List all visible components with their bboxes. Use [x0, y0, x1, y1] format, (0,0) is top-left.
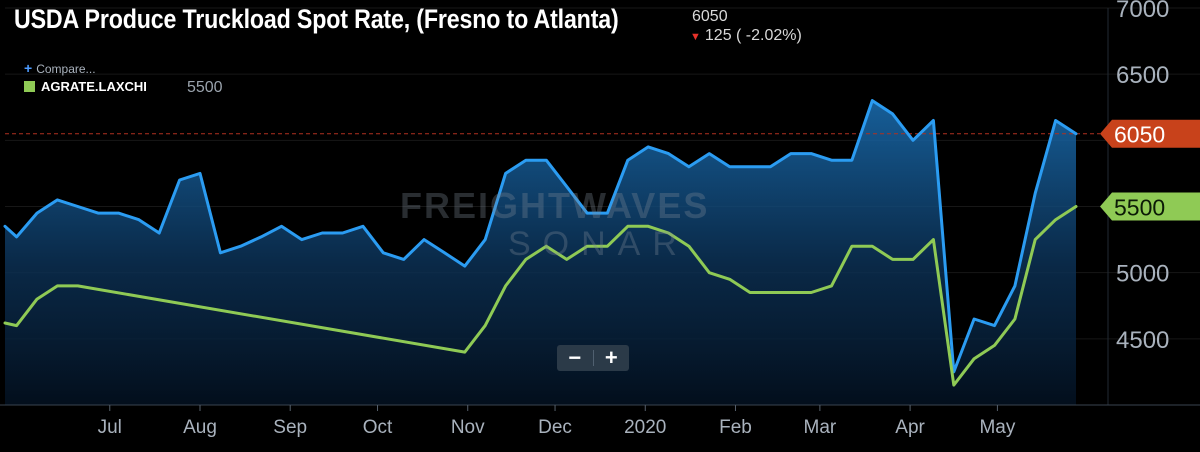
series-area-1 [5, 100, 1076, 405]
x-tick-label: Dec [538, 417, 572, 438]
down-arrow-icon: ▼ [690, 31, 701, 43]
header-last-value: 6050 [692, 8, 728, 25]
plus-icon: + [24, 60, 33, 76]
x-tick-label: Mar [804, 417, 837, 438]
x-tick-label: Feb [719, 417, 752, 438]
legend-series-value: 5500 [186, 79, 223, 96]
header-change: ▼ 125 ( -2.02%) [690, 27, 802, 45]
x-axis: Jul Aug Sep Oct Nov Dec 2020 Feb Mar Apr May [0, 404, 1200, 438]
x-tick-label: Nov [451, 417, 485, 438]
compare-label: Compare... [36, 62, 96, 76]
zoom-out-button[interactable]: − [568, 345, 582, 370]
last-value-badges: 6050 5500 [1100, 119, 1200, 221]
change-text: 125 ( -2.02%) [704, 27, 802, 44]
series-line-1 [3, 99, 1078, 374]
x-tick-label: Apr [895, 417, 925, 438]
zoom-in-button[interactable]: + [604, 345, 618, 370]
last-value-badge-label-2: 5500 [1114, 195, 1165, 221]
x-tick-label: Jul [98, 417, 122, 438]
zoom-divider [592, 350, 594, 366]
x-tick-label: 2020 [624, 417, 666, 438]
zoom-control: − + [557, 345, 629, 371]
x-tick-label: Aug [183, 417, 217, 438]
series-lines-layer [3, 99, 1078, 387]
green-swatch-icon [24, 81, 35, 92]
last-value-badge-label-1: 6050 [1114, 122, 1165, 148]
x-tick-label: Sep [273, 417, 307, 438]
last-value-badge-1 [1100, 119, 1200, 148]
y-tick-label: 7000 [1116, 0, 1169, 23]
legend-series-secondary[interactable]: AGRATE.LAXCHI 5500 [24, 79, 223, 97]
last-value-badge-2 [1100, 192, 1200, 221]
y-tick-label: 5000 [1116, 261, 1169, 288]
chart-title: USDA Produce Truckload Spot Rate, (Fresn… [14, 4, 619, 34]
compare-button[interactable]: + Compare... [24, 60, 96, 76]
legend-series-name: AGRATE.LAXCHI [41, 79, 147, 94]
y-tick-label: 4500 [1116, 327, 1169, 354]
area-fill-layer [5, 100, 1076, 405]
series-line-2 [3, 205, 1078, 387]
x-tick-label: May [979, 417, 1015, 438]
x-tick-label: Oct [363, 417, 393, 438]
y-tick-label: 6500 [1116, 62, 1169, 89]
